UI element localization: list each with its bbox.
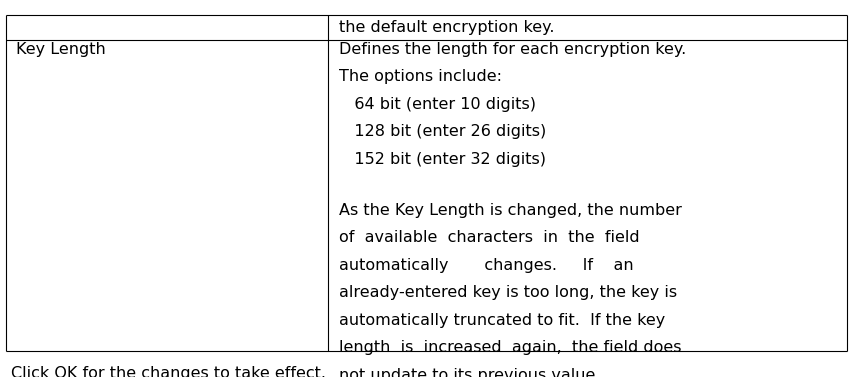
Text: length  is  increased  again,  the field does: length is increased again, the field doe… [338,340,681,356]
Text: already-entered key is too long, the key is: already-entered key is too long, the key… [338,285,676,300]
Text: 152 bit (enter 32 digits): 152 bit (enter 32 digits) [338,152,545,167]
Text: the default encryption key.: the default encryption key. [338,20,554,35]
Text: of  available  characters  in  the  field: of available characters in the field [338,230,638,245]
Text: 64 bit (enter 10 digits): 64 bit (enter 10 digits) [338,97,535,112]
Text: As the Key Length is changed, the number: As the Key Length is changed, the number [338,203,681,218]
Text: 128 bit (enter 26 digits): 128 bit (enter 26 digits) [338,124,545,139]
Text: The options include:: The options include: [338,69,501,84]
Text: automatically       changes.     If    an: automatically changes. If an [338,258,632,273]
Text: Defines the length for each encryption key.: Defines the length for each encryption k… [338,42,685,57]
Text: not update to its previous value.: not update to its previous value. [338,368,600,377]
Text: Key Length: Key Length [16,42,106,57]
Text: automatically truncated to fit.  If the key: automatically truncated to fit. If the k… [338,313,664,328]
Text: Click OK for the changes to take effect.: Click OK for the changes to take effect. [11,366,325,377]
